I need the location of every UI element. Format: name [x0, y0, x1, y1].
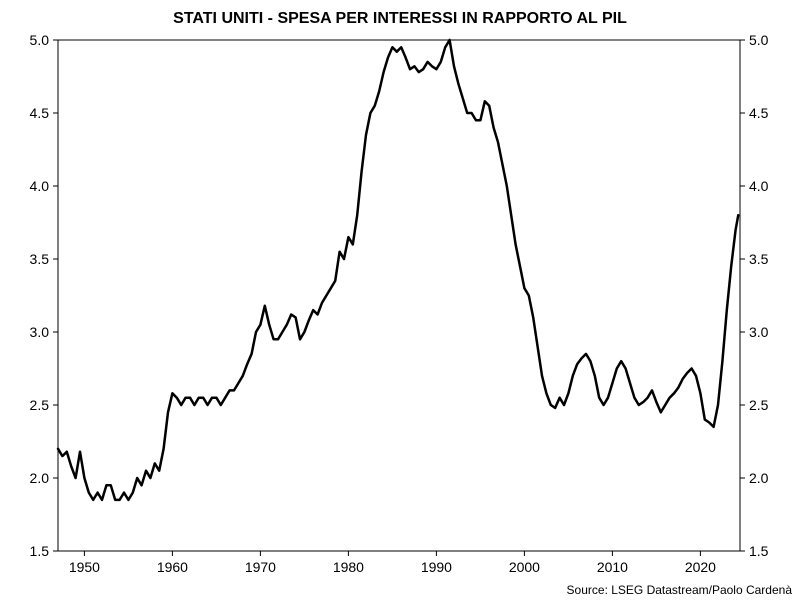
- svg-text:1990: 1990: [421, 559, 452, 575]
- svg-text:4.5: 4.5: [30, 105, 50, 121]
- svg-text:3.0: 3.0: [30, 324, 50, 340]
- svg-text:2.0: 2.0: [749, 470, 769, 486]
- svg-text:1980: 1980: [333, 559, 364, 575]
- svg-text:2.5: 2.5: [30, 397, 50, 413]
- svg-text:2020: 2020: [685, 559, 716, 575]
- svg-text:3.0: 3.0: [749, 324, 769, 340]
- svg-text:1960: 1960: [157, 559, 188, 575]
- svg-text:3.5: 3.5: [30, 251, 50, 267]
- line-chart: 1950 1960 1970 1980 1990 2000 2010 2020 1.5 1.5 2.…: [0, 0, 800, 601]
- svg-text:2.5: 2.5: [749, 397, 769, 413]
- chart-source: Source: LSEG Datastream/Paolo Cardenà: [567, 583, 792, 597]
- svg-text:3.5: 3.5: [749, 251, 769, 267]
- svg-text:2010: 2010: [597, 559, 628, 575]
- svg-text:4.0: 4.0: [30, 178, 50, 194]
- svg-text:1.5: 1.5: [30, 543, 50, 559]
- svg-text:2000: 2000: [509, 559, 540, 575]
- svg-text:5.0: 5.0: [30, 32, 50, 48]
- svg-text:1950: 1950: [69, 559, 100, 575]
- svg-text:1970: 1970: [245, 559, 276, 575]
- svg-text:4.0: 4.0: [749, 178, 769, 194]
- svg-text:4.5: 4.5: [749, 105, 769, 121]
- svg-text:5.0: 5.0: [749, 32, 769, 48]
- svg-text:2.0: 2.0: [30, 470, 50, 486]
- svg-text:1.5: 1.5: [749, 543, 769, 559]
- chart-frame: STATI UNITI - SPESA PER INTERESSI IN RAP…: [0, 0, 800, 601]
